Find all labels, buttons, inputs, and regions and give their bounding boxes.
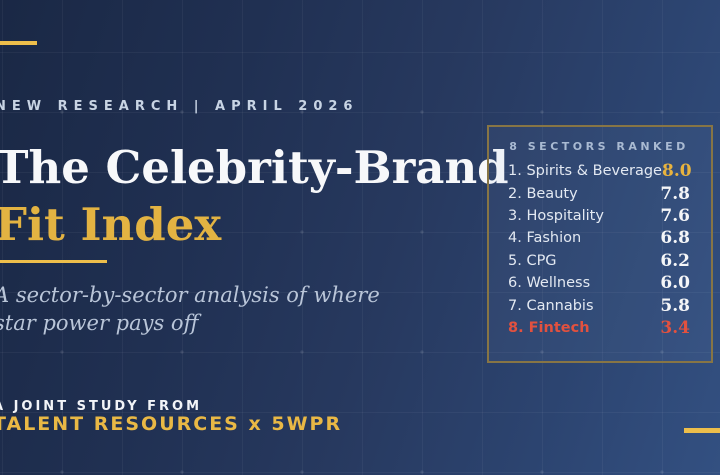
kicker-text: NEW RESEARCH | APRIL 2026	[0, 99, 359, 114]
footer-brands-line: TALENT RESOURCES x 5WPR	[0, 413, 343, 435]
sector-row-wellness: 6. Wellness 6.0	[508, 272, 690, 294]
page-title: The Celebrity-Brand Fit Index	[0, 139, 509, 253]
page-title-line2: Fit Index	[0, 198, 222, 251]
page-title-line1: The Celebrity-Brand	[0, 141, 509, 194]
sector-score: 6.2	[660, 250, 690, 271]
subtitle: A sector-by-sector analysis of where star…	[0, 281, 380, 337]
sector-score: 7.6	[660, 205, 690, 226]
sector-score: 8.0	[661, 161, 692, 182]
sector-score: 3.4	[660, 317, 690, 338]
sector-row-hospitality: 3. Hospitality 7.6	[508, 205, 690, 227]
sector-score: 6.0	[660, 273, 690, 294]
sector-score: 6.8	[660, 228, 690, 249]
gold-accent-bar-top	[0, 41, 37, 45]
sector-label: 6. Wellness	[508, 275, 591, 292]
gold-divider-line	[0, 260, 107, 263]
sector-label: 4. Fashion	[508, 230, 582, 247]
sector-label: 2. Beauty	[508, 185, 578, 202]
sector-row-cpg: 5. CPG 6.2	[508, 250, 690, 272]
sector-label: 8. Fintech	[508, 319, 590, 336]
sector-score: 5.8	[660, 295, 690, 316]
sector-row-spirits: 1. Spirits & Beverage 8.0	[508, 160, 692, 182]
sector-row-cannabis: 7. Cannabis 5.8	[508, 294, 690, 316]
sectors-ranked-card: 8 SECTORS RANKED 1. Spirits & Beverage 8…	[487, 125, 713, 363]
sector-row-beauty: 2. Beauty 7.8	[508, 182, 690, 204]
sector-label: 5. CPG	[508, 252, 557, 269]
sector-label: 3. Hospitality	[508, 207, 604, 224]
card-header: 8 SECTORS RANKED	[509, 140, 689, 153]
subtitle-line2: star power pays off	[0, 311, 199, 335]
sector-label: 7. Cannabis	[508, 297, 594, 314]
sector-row-fintech: 8. Fintech 3.4	[508, 317, 690, 339]
sector-score: 7.8	[660, 183, 690, 204]
subtitle-line1: A sector-by-sector analysis of where	[0, 283, 380, 307]
footer-study-line: A JOINT STUDY FROM	[0, 399, 203, 414]
sector-row-fashion: 4. Fashion 6.8	[508, 227, 690, 249]
gold-accent-bar-right	[684, 428, 720, 433]
sector-label: 1. Spirits & Beverage	[508, 163, 662, 180]
